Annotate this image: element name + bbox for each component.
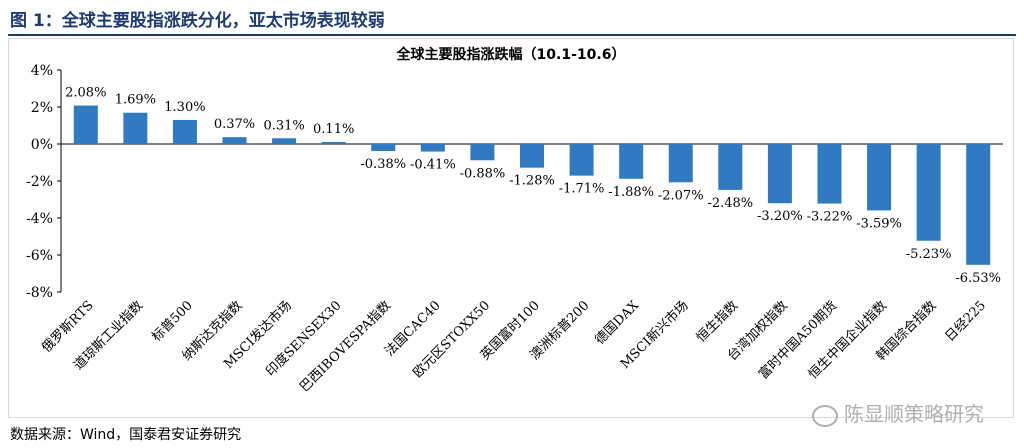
y-tick-label: 4% [31, 63, 53, 79]
bar [817, 144, 842, 204]
bar-data-label: 0.31% [263, 118, 304, 133]
bar-data-label: -5.23% [906, 247, 952, 262]
bar [619, 144, 644, 179]
bar [73, 105, 98, 144]
x-tick-label: 巴西IBOVESPA指数 [297, 298, 394, 395]
bar-labels: 2.08% 1.69% 1.30% 0.37% 0.31% 0.11% -0.38% -0.4… [65, 86, 1001, 286]
y-tick-label: 2% [31, 100, 53, 116]
bar [520, 144, 544, 168]
bar-data-label: -3.59% [856, 216, 902, 231]
bars [73, 105, 991, 265]
wechat-icon [812, 404, 838, 427]
bar-data-label: -3.22% [807, 210, 853, 225]
x-tick-label: 日经225 [942, 298, 989, 345]
title-rule [8, 34, 1016, 36]
y-tick-label: 0% [31, 137, 53, 153]
bar [321, 141, 346, 144]
bar [767, 144, 792, 204]
bar [718, 144, 743, 190]
x-tick-label: 标普500 [149, 298, 196, 345]
x-tick-label: 恒生指数 [694, 298, 741, 345]
bar [668, 144, 693, 183]
bar [916, 144, 941, 241]
bar-data-label: -3.20% [757, 209, 803, 224]
bar-data-label: -1.28% [509, 174, 555, 189]
y-tick-label: -8% [26, 285, 53, 301]
bar-data-label: 0.11% [313, 122, 354, 137]
bar [172, 119, 197, 144]
bar [420, 144, 445, 152]
bar-data-label: -0.41% [410, 158, 456, 173]
y-tick-label: -2% [26, 174, 53, 190]
bar-data-label: -0.38% [360, 157, 406, 172]
bar [222, 137, 247, 144]
bar-data-label: -2.07% [658, 188, 704, 203]
bar-data-label: 1.69% [115, 93, 156, 108]
y-tick-label: -4% [26, 211, 53, 227]
bar-data-label: 2.08% [65, 86, 106, 101]
source-note: 数据来源：Wind，国泰君安证券研究 [10, 427, 242, 443]
watermark-text: 陈显顺策略研究 [844, 402, 984, 426]
bar [123, 112, 148, 144]
bar [371, 144, 396, 152]
bar-data-label: -1.88% [608, 185, 654, 200]
bar [569, 144, 594, 176]
bar [966, 144, 991, 265]
bar [272, 138, 297, 144]
bar [867, 144, 892, 211]
bar-data-label: 1.30% [164, 100, 205, 115]
bar-data-label: -1.71% [559, 182, 605, 197]
chart-frame: 全球主要股指涨跌幅（10.1-10.6） 4% 2% 0% -2% -4% -6% -8% … [8, 38, 1014, 418]
bar-data-label: -0.88% [460, 166, 506, 181]
chart-title: 全球主要股指涨跌幅（10.1-10.6） [396, 46, 626, 63]
watermark: 陈显顺策略研究 [812, 398, 984, 427]
x-tick-label: 德国DAX [592, 298, 642, 348]
bar [470, 144, 495, 161]
bar-data-label: -2.48% [707, 196, 753, 211]
y-tick-label: -6% [26, 248, 53, 264]
bar-data-label: -6.53% [955, 271, 1001, 286]
figure-title: 图 1：全球主要股指涨跌分化，亚太市场表现较弱 [10, 11, 385, 31]
bar-chart: 全球主要股指涨跌幅（10.1-10.6） 4%2%0%-2%-4%-6%-8% … [26, 46, 1003, 396]
bar-data-label: 0.37% [214, 117, 255, 132]
